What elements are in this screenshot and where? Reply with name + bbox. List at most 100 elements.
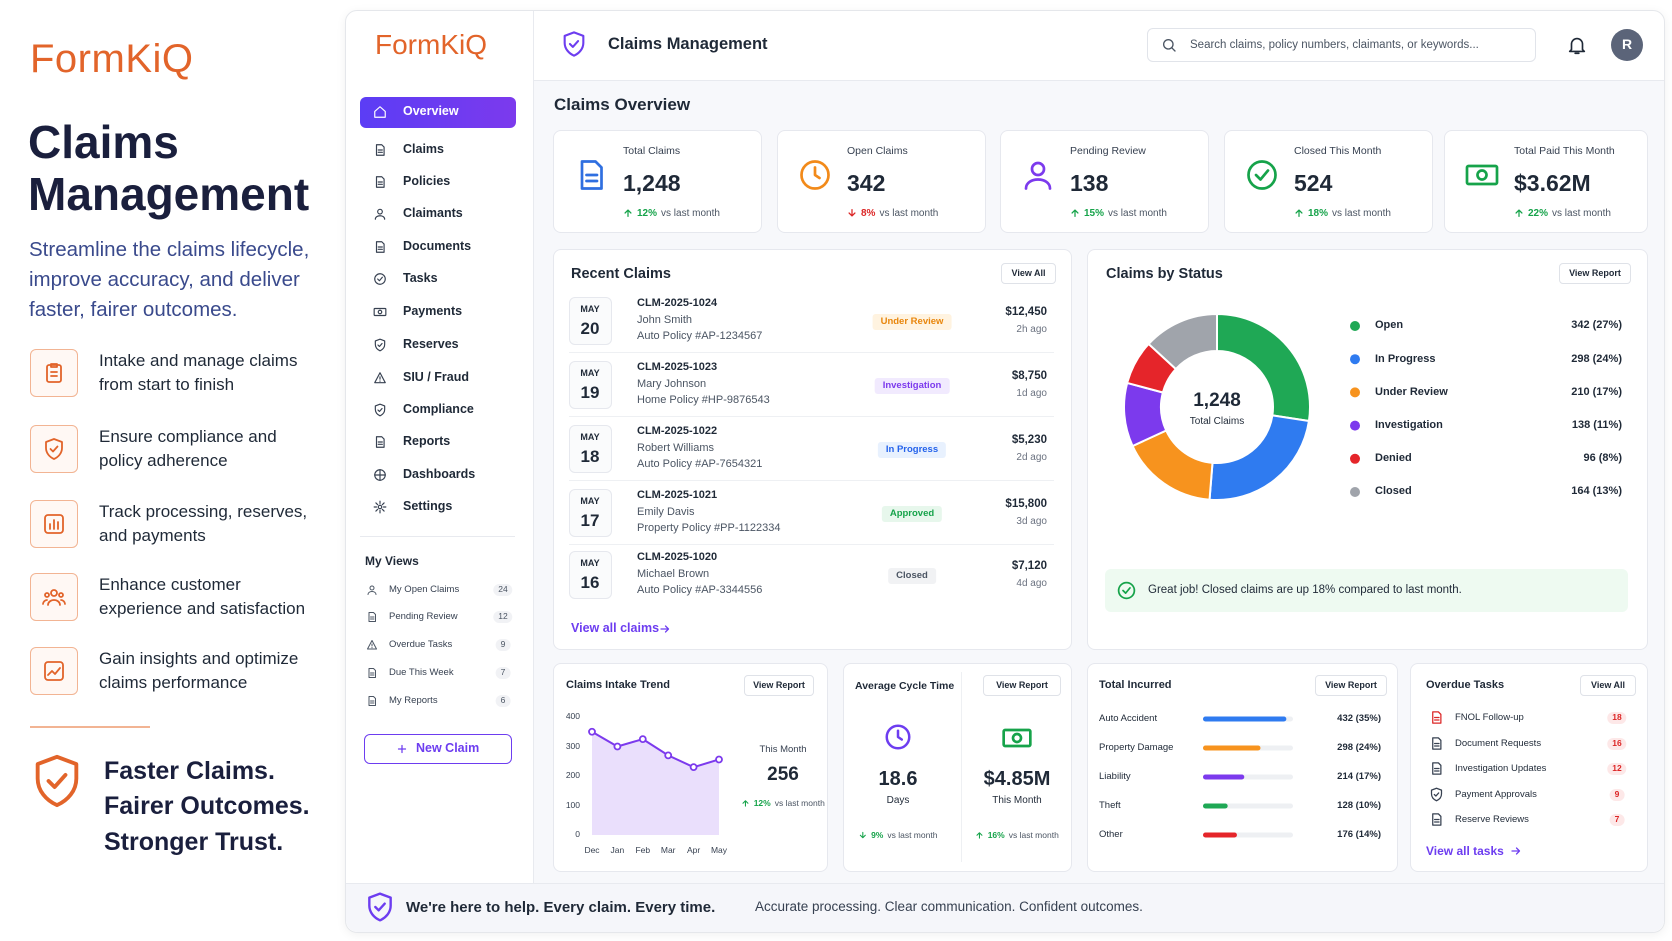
nav-item[interactable]: Reports (403, 434, 451, 449)
claim-id[interactable]: CLM-2025-1020 (637, 551, 718, 564)
view-item[interactable]: My Reports (389, 695, 438, 707)
icon-shape (976, 831, 983, 839)
icon-shape (1295, 209, 1303, 217)
icon (368, 612, 376, 622)
policy: Home Policy #HP-9876543 (637, 394, 770, 407)
nav-item[interactable]: SIU / Fraud (403, 370, 469, 385)
button[interactable] (1559, 263, 1631, 284)
button-label[interactable]: View All (1590, 680, 1626, 691)
view-item[interactable]: My Open Claims (389, 584, 460, 596)
date-month: MAY (580, 495, 600, 506)
task-label[interactable]: Payment Approvals (1455, 789, 1537, 801)
nav-item[interactable]: Claims (403, 142, 444, 157)
amount: $15,800 (1005, 497, 1047, 510)
nav-item[interactable]: Policies (403, 174, 451, 189)
icon (373, 500, 387, 514)
view-item[interactable]: Overdue Tasks (389, 639, 453, 651)
ago: 1d ago (1016, 388, 1047, 399)
nav-item[interactable]: Compliance (403, 402, 474, 417)
icon-shape (660, 625, 670, 633)
view-count: 9 (495, 639, 511, 651)
icon-shape (813, 166, 821, 180)
icon-shape (1254, 169, 1270, 181)
nav-item[interactable]: Overview (403, 104, 459, 119)
button-label[interactable]: View All (1011, 268, 1046, 279)
nav-item[interactable]: Claimants (403, 206, 463, 221)
task-label[interactable]: Reserve Reviews (1455, 814, 1529, 826)
nav-item[interactable]: Settings (403, 499, 453, 514)
bar-value: 176 (14%) (1337, 829, 1381, 841)
task-label[interactable]: Investigation Updates (1455, 763, 1547, 775)
legend-label: In Progress (1375, 352, 1436, 365)
icon-shape (585, 173, 599, 183)
button[interactable] (1001, 263, 1056, 284)
button[interactable] (983, 675, 1061, 696)
metric-value: $4.85M (983, 768, 1051, 790)
search-box[interactable] (1147, 28, 1536, 62)
avatar[interactable] (1611, 29, 1643, 61)
view-all-link[interactable]: View all claims (571, 621, 660, 636)
button[interactable] (1580, 675, 1636, 696)
button[interactable] (744, 675, 814, 696)
claim-id[interactable]: CLM-2025-1021 (637, 489, 718, 502)
sidebar-border (533, 11, 534, 883)
icon (368, 696, 376, 706)
claim-id[interactable]: CLM-2025-1023 (637, 361, 718, 374)
icon-shape (377, 407, 383, 413)
claim-id[interactable]: CLM-2025-1022 (637, 425, 718, 438)
nav-active[interactable] (360, 97, 516, 128)
claimant: John Smith (637, 314, 693, 327)
nav-item[interactable]: Payments (403, 304, 463, 319)
legend-label: Closed (1375, 485, 1412, 498)
view-count: 6 (495, 695, 511, 707)
icon (1432, 737, 1442, 750)
bar-value: 214 (17%) (1337, 771, 1381, 783)
header-title: Claims Management (608, 35, 768, 54)
nav-item[interactable]: Documents (403, 239, 472, 254)
date-month: MAY (580, 367, 600, 378)
view-all-link[interactable]: View all tasks (1426, 843, 1504, 858)
task-label[interactable]: Document Requests (1455, 738, 1542, 750)
icon (42, 589, 66, 606)
policy: Auto Policy #AP-7654321 (637, 458, 763, 471)
icon-shape (1011, 732, 1023, 744)
metric-unit: Days (886, 795, 910, 806)
nav-item[interactable]: Reserves (403, 337, 459, 352)
button[interactable] (1315, 675, 1387, 696)
bar-value: 432 (35%) (1337, 713, 1381, 725)
view-item[interactable]: Pending Review (389, 611, 458, 623)
tagline: Faster Claims. (104, 756, 275, 785)
nav-item[interactable]: Dashboards (403, 467, 476, 482)
view-item[interactable]: Due This Week (389, 667, 454, 679)
button-label[interactable]: View Report (753, 680, 805, 691)
footer-strip (346, 883, 1664, 932)
icon (374, 273, 386, 285)
feature-text: Ensure compliance and policy adherence (99, 427, 277, 470)
icon-shape (377, 276, 383, 282)
icon-shape (368, 612, 376, 622)
task-label[interactable]: FNOL Follow-up (1455, 712, 1524, 724)
change: 16% vs last month (975, 827, 1059, 844)
icon (374, 469, 386, 481)
claimant: Emily Davis (637, 506, 695, 519)
icon-shape (1163, 39, 1174, 50)
ago: 3d ago (1016, 516, 1047, 527)
ago: 4d ago (1016, 578, 1047, 589)
button-label[interactable]: View Report (996, 680, 1048, 691)
icon-shape (1432, 762, 1442, 775)
button-label[interactable]: View Report (1569, 268, 1621, 279)
view-count: 12 (493, 611, 513, 623)
icon (800, 160, 830, 190)
nav-item[interactable]: Tasks (403, 271, 438, 286)
card-title: Claims by Status (1106, 265, 1223, 282)
icon (375, 144, 385, 156)
new-claim-button[interactable] (364, 734, 512, 764)
icon-shape (374, 372, 386, 384)
message: Great job! Closed claims are up 18% comp… (1148, 583, 1462, 596)
new-claim-label[interactable]: New Claim (416, 741, 480, 756)
divider (360, 536, 515, 537)
claim-id[interactable]: CLM-2025-1024 (637, 297, 718, 310)
icon-shape (1434, 818, 1440, 823)
button-label[interactable]: View Report (1325, 680, 1377, 691)
